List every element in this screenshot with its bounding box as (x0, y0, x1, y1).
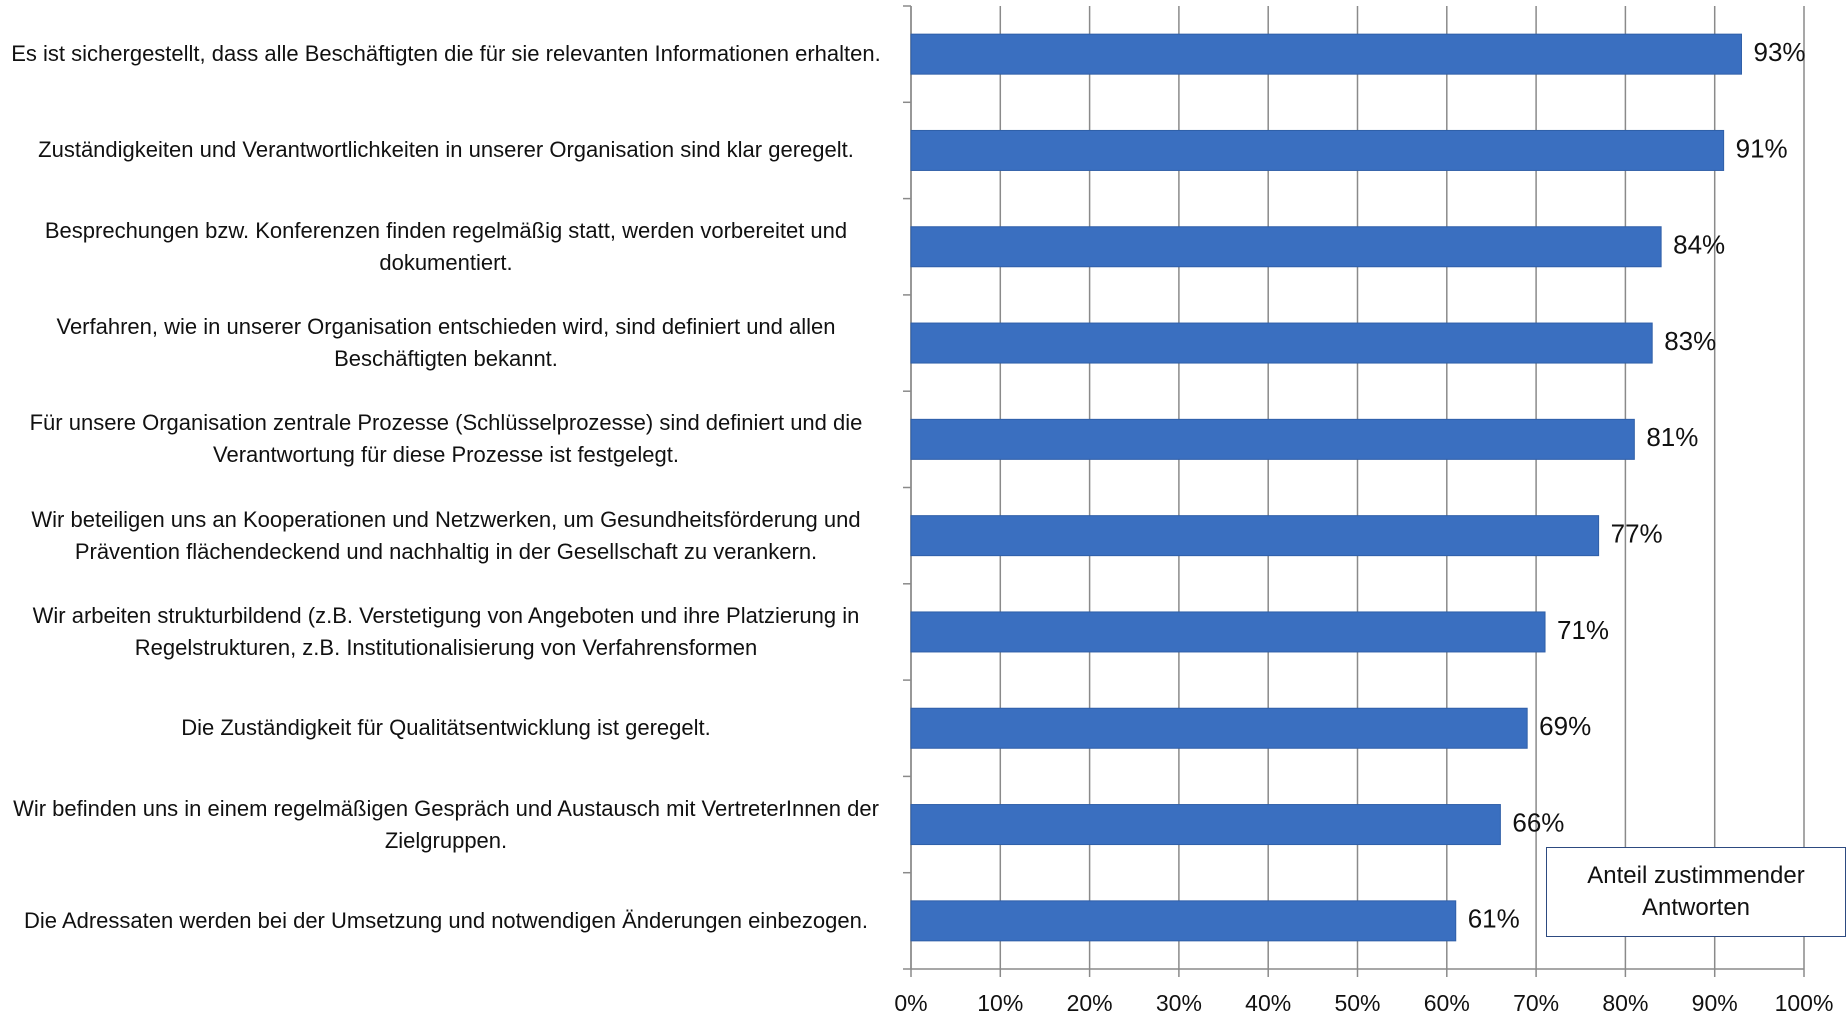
category-label: Für unsere Organisation zentrale Prozess… (29, 410, 863, 468)
bar (910, 226, 1662, 268)
bar (910, 418, 1635, 460)
x-tick-label: 60% (1424, 990, 1470, 1016)
category-label: Die Zuständigkeit für Qualitätsentwicklu… (181, 715, 711, 741)
category-label: Zuständigkeiten und Verantwortlichkeiten… (38, 137, 854, 163)
x-tick-label: 0% (894, 990, 927, 1016)
bar (910, 900, 1457, 942)
legend: Anteil zustimmender Antworten (1546, 847, 1846, 937)
bar (910, 322, 1653, 364)
value-label: 91% (1736, 133, 1788, 163)
bar (910, 33, 1742, 75)
category-label: Wir beteiligen uns an Kooperationen und … (31, 506, 861, 564)
category-label: Es ist sichergestellt, dass alle Beschäf… (11, 41, 881, 67)
value-label: 93% (1753, 37, 1805, 67)
value-label: 83% (1664, 326, 1716, 356)
value-label: 61% (1468, 904, 1520, 934)
x-tick-label: 70% (1513, 990, 1559, 1016)
category-label: Wir befinden uns in einem regelmäßigen G… (13, 795, 879, 853)
bar (910, 804, 1501, 846)
bar (910, 515, 1600, 557)
x-tick-label: 50% (1334, 990, 1380, 1016)
bar (910, 611, 1546, 653)
x-tick-label: 90% (1692, 990, 1738, 1016)
category-label: Wir arbeiten strukturbildend (z.B. Verst… (32, 602, 860, 660)
x-tick-label: 30% (1156, 990, 1202, 1016)
x-tick-label: 20% (1067, 990, 1113, 1016)
x-tick-label: 10% (977, 990, 1023, 1016)
x-tick-label: 100% (1775, 990, 1834, 1016)
value-label: 66% (1512, 807, 1564, 837)
bar (910, 707, 1528, 749)
category-label: Verfahren, wie in unserer Organisation e… (56, 314, 836, 372)
category-label: Besprechungen bzw. Konferenzen finden re… (44, 217, 848, 275)
value-label: 71% (1557, 615, 1609, 645)
x-tick-label: 80% (1602, 990, 1648, 1016)
value-label: 69% (1539, 711, 1591, 741)
category-label: Die Adressaten werden bei der Umsetzung … (24, 907, 868, 933)
bar (910, 129, 1725, 171)
value-label: 77% (1611, 519, 1663, 549)
value-label: 81% (1646, 422, 1698, 452)
value-label: 84% (1673, 230, 1725, 260)
x-tick-label: 40% (1245, 990, 1291, 1016)
